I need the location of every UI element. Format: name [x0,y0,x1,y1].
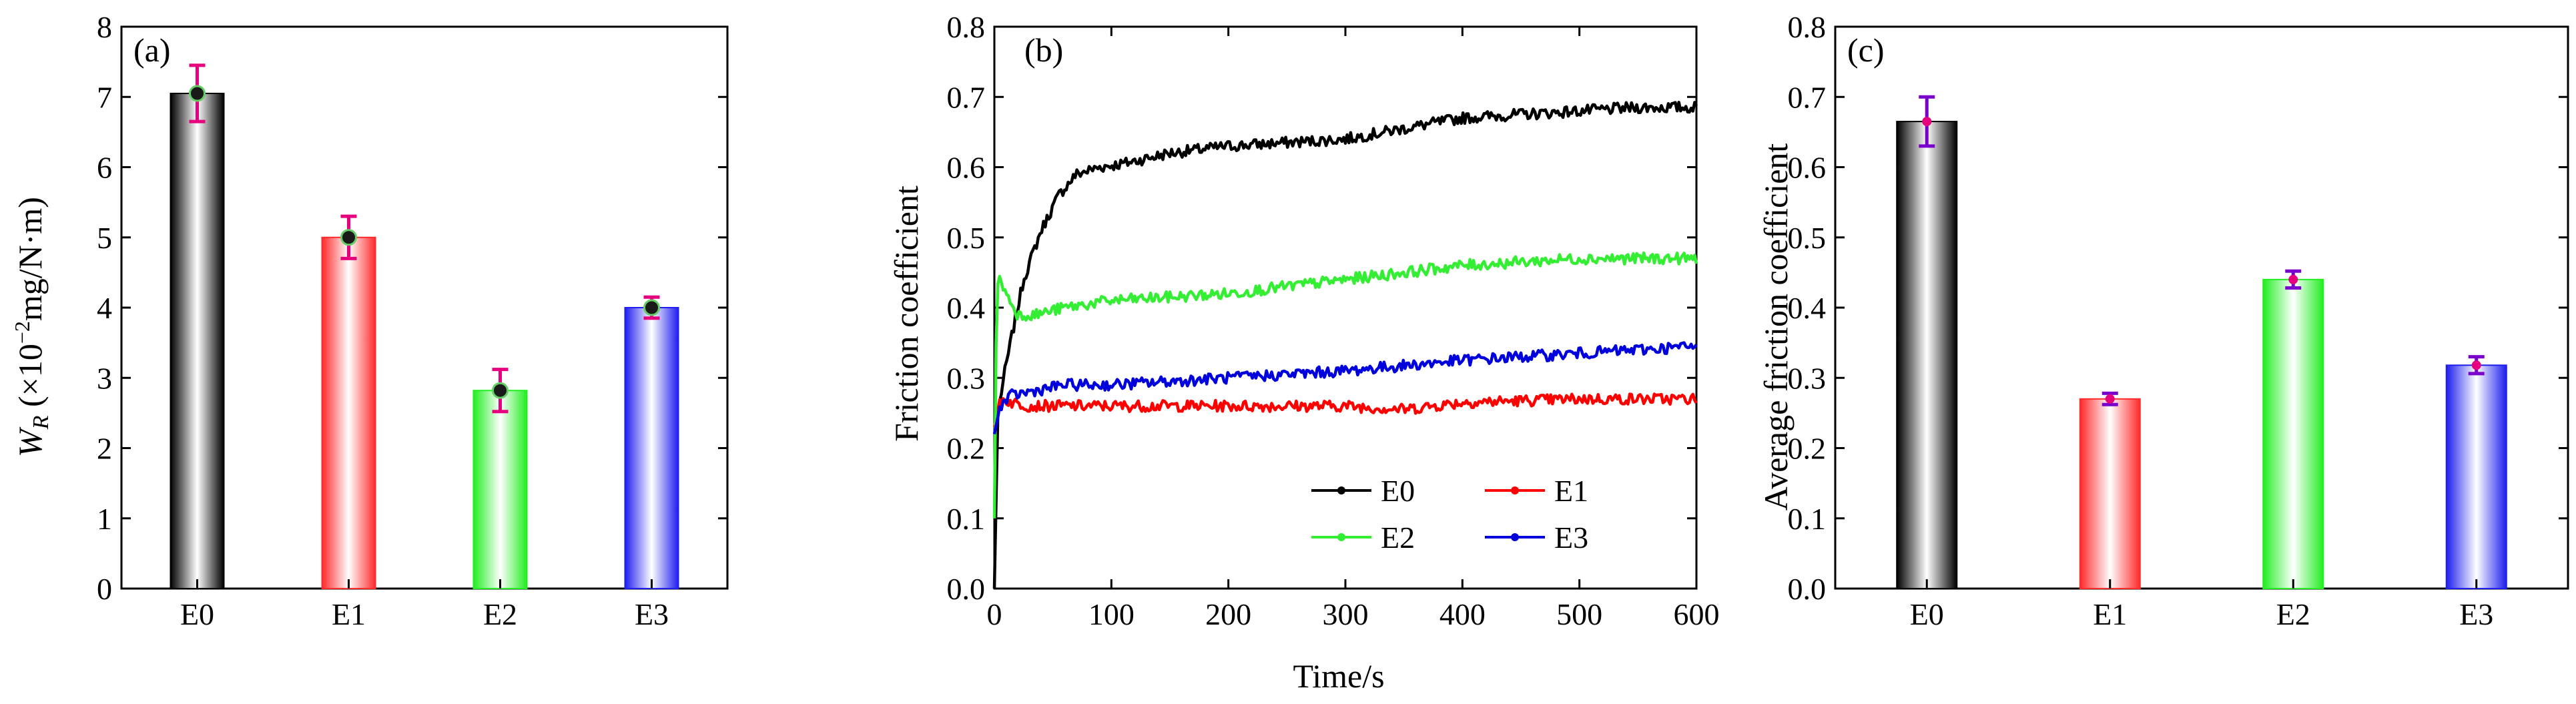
panel-c-mean-marker-e2 [2288,274,2298,284]
panel-b-legend-label-e1: E1 [1554,474,1588,508]
panel-a-bar-e3 [624,307,679,589]
panel-b-xtick-label: 0 [987,597,1002,631]
panel-b-friction-time-chart: 0.0 0.1 0.2 0.3 0.4 0.5 0.6 0.7 0.8 0 100 200 300 400… [947,10,1720,631]
panel-b-xtick-label: 600 [1674,597,1720,631]
panel-c-mean-marker-e3 [2471,360,2481,370]
panel-a-mean-marker-e2 [492,382,509,399]
panel-c-ytick-label: 0.7 [1788,80,1827,114]
panel-a-y-axis-label: WR (×10−2mg/N·m) [10,197,53,457]
panel-a-ytick-label: 0 [97,572,112,606]
panel-c-ytick-label: 0.1 [1788,502,1827,536]
panel-b-ytick-label: 0.3 [947,361,986,395]
panel-a-wear-rate-chart: 0 1 2 3 4 5 6 7 8 E0 E1 E2 E3 [97,10,729,631]
panel-b-series-e1 [992,392,1698,428]
panel-a-ytick-label: 8 [97,10,112,44]
panel-c-mean-marker-e1 [2105,394,2115,404]
panel-b-legend: E0 E1 E2 E3 [1311,474,1588,555]
panel-a-ytick-label: 4 [97,291,112,325]
panel-a-mean-marker-e1 [340,229,357,246]
panel-a-mean-marker-e3 [643,299,660,316]
panel-c-ytick-label: 0.6 [1788,151,1827,185]
panel-c-bar-e3 [2445,364,2507,589]
panel-b-ytick-label: 0.4 [947,291,986,325]
panel-a-bar-e1 [321,236,376,589]
panel-c-ytick-label: 0.5 [1788,221,1827,255]
panel-b-xtick-label: 100 [1088,597,1135,631]
panel-b-ytick-label: 0.8 [947,10,986,44]
panel-b-ytick-label: 0.6 [947,151,986,185]
panel-b-y-axis-label: Friction coefficient [888,186,925,442]
panel-a-ytick-label: 6 [97,151,112,185]
panel-b-xtick-label: 200 [1205,597,1251,631]
panel-b-legend-marker-e2 [1337,533,1345,541]
panel-b-label: (b) [1024,31,1063,69]
panel-c-ytick-label: 0.3 [1788,361,1827,395]
panel-a-xtick-label-e1: E1 [332,597,366,631]
panel-c-y-axis-label: Average friction coefficient [1757,143,1795,511]
panel-c-average-friction-chart: 0.0 0.1 0.2 0.3 0.4 0.5 0.6 0.7 0.8 E0 E1 E2 E3 [1788,10,2569,631]
panel-c-ytick-label: 0.8 [1788,10,1827,44]
panel-c-bar-e0 [1896,121,1958,589]
panel-c-xtick-label-e1: E1 [2093,597,2127,631]
panel-b-series-e2 [992,251,1698,518]
panel-c-xtick-label-e3: E3 [2459,597,2493,631]
panel-b-ytick-label: 0.7 [947,80,986,114]
panel-b-ytick-label: 0.0 [947,572,986,606]
panel-b-x-axis-label: Time/s [1293,657,1384,695]
panel-b-ytick-label: 0.5 [947,221,986,255]
panel-b-ytick-label: 0.2 [947,432,986,466]
panel-b-ytick-label: 0.1 [947,502,986,536]
panel-b-legend-marker-e1 [1511,486,1519,494]
panel-a-ytick-label: 2 [97,432,112,466]
panel-c-ytick-label: 0.4 [1788,291,1827,325]
panel-a-label: (a) [133,31,171,69]
panel-b-legend-label-e2: E2 [1381,520,1415,555]
panel-b-series-e3 [992,341,1698,434]
panel-c-ytick-label: 0.2 [1788,432,1827,466]
panel-a-ytick-label: 7 [97,80,112,114]
panel-a-xtick-label-e3: E3 [635,597,669,631]
panel-b-legend-label-e3: E3 [1554,520,1588,555]
panel-b-xtick-label: 400 [1439,597,1486,631]
panel-b-legend-marker-e3 [1511,533,1519,541]
panel-c-xtick-label-e0: E0 [1910,597,1944,631]
panel-a-ytick-label: 5 [97,221,112,255]
panel-b-xtick-label: 500 [1556,597,1602,631]
panel-a-mean-marker-e0 [189,85,206,102]
panel-a-xtick-label-e0: E0 [180,597,214,631]
panel-c-ytick-label: 0.0 [1788,572,1827,606]
panel-a-ytick-label: 3 [97,361,112,395]
panel-b-series-e0 [992,101,1698,589]
panel-b-xtick-label: 300 [1323,597,1369,631]
panel-a-bar-e2 [472,390,528,589]
panel-c-xtick-label-e2: E2 [2276,597,2310,631]
panel-b-legend-marker-e0 [1337,486,1345,494]
panel-c-bar-e2 [2262,278,2324,589]
panel-a-xtick-label-e2: E2 [483,597,517,631]
panel-a-bar-e0 [170,92,225,590]
panel-c-bar-e1 [2079,398,2141,589]
panel-c-mean-marker-e0 [1922,117,1932,127]
panel-b-legend-label-e0: E0 [1381,474,1415,508]
panel-a-ytick-label: 1 [97,502,112,536]
panel-c-label: (c) [1847,31,1885,69]
